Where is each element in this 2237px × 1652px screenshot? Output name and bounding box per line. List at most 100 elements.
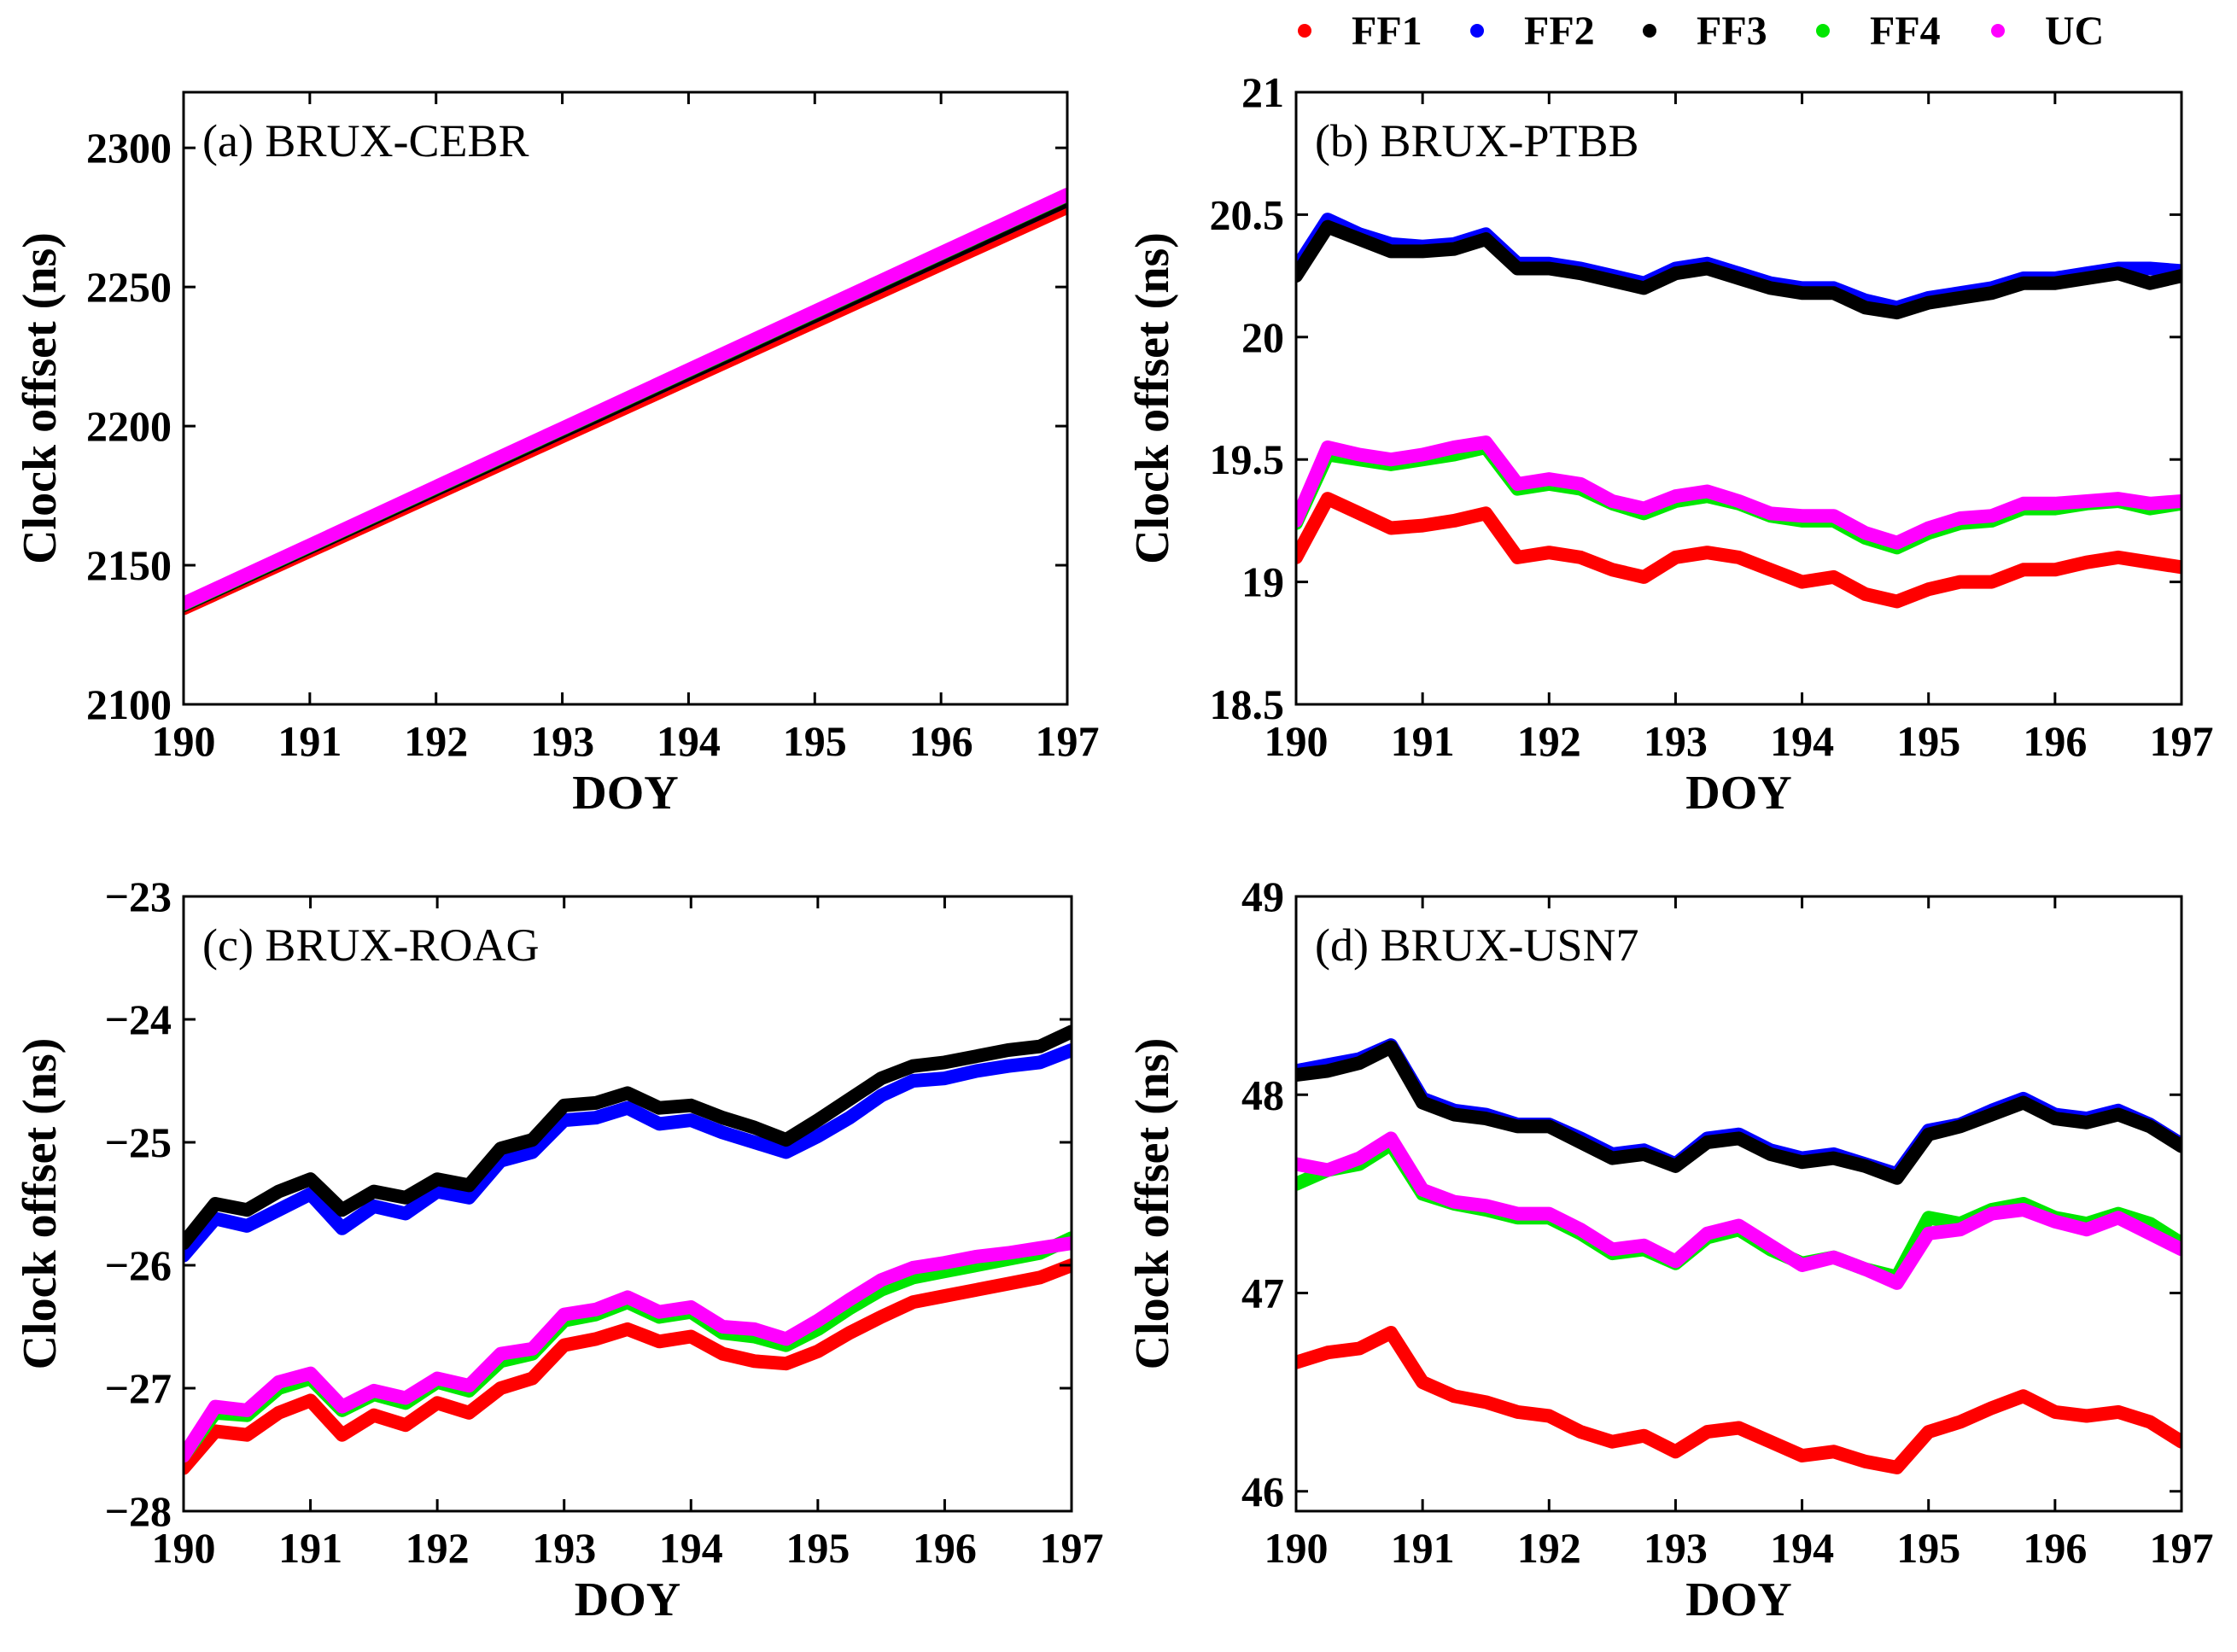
legend-entry-ff4: FF4 <box>1816 9 1941 54</box>
x-tick-label: 193 <box>530 717 594 765</box>
legend-entry-uc: UC <box>1991 9 2104 54</box>
series-line-ff3 <box>1296 219 2182 320</box>
panel-title: (b) BRUX-PTBB <box>1315 115 1639 166</box>
legend-entry-ff2: FF2 <box>1470 9 1595 54</box>
x-tick-label: 195 <box>783 717 847 765</box>
x-tick-label: 190 <box>1265 1524 1329 1572</box>
y-axis-title: Clock offset (ns) <box>14 1038 67 1370</box>
axes-box <box>182 90 1069 706</box>
x-tick-label: 196 <box>2023 1524 2087 1572</box>
panel-b: 190 191 192 193 194 195 196 197 18.5 19 19.5 20 20.5… <box>1126 68 2214 820</box>
y-tick-label: 2250 <box>86 263 172 311</box>
x-tick-label: 194 <box>1770 717 1834 765</box>
series-line-ff1 <box>184 1258 1072 1475</box>
y-tick-label: 20.5 <box>1210 190 1285 238</box>
series-line-ff1 <box>1296 492 2182 609</box>
y-tick-label: 48 <box>1241 1071 1284 1118</box>
legend-label-ff2: FF2 <box>1524 9 1595 54</box>
x-tick-label: 196 <box>2023 717 2087 765</box>
x-axis-title: DOY <box>575 1573 680 1626</box>
legend-label-ff1: FF1 <box>1352 9 1422 54</box>
x-tick-label: 197 <box>2150 717 2214 765</box>
y-tick-label: −24 <box>105 995 172 1043</box>
x-tick-label: 197 <box>2150 1524 2214 1572</box>
x-tick-label: 197 <box>1040 1524 1104 1572</box>
x-tick-label: 193 <box>532 1524 596 1572</box>
plot-area <box>1296 92 2182 704</box>
y-tick-label: 19.5 <box>1210 435 1285 483</box>
y-tick-label: 18.5 <box>1210 680 1285 728</box>
series-line-uc <box>184 187 1067 610</box>
legend-label-uc: UC <box>2045 9 2104 54</box>
axes-box <box>1294 895 2183 1513</box>
panels: 190 191 192 193 194 195 196 197 2100 2150 2200 2250… <box>14 68 2214 1626</box>
x-tick-label: 197 <box>1036 717 1100 765</box>
x-tick-label: 196 <box>909 717 973 765</box>
x-tick-label: 195 <box>1896 1524 1960 1572</box>
y-tick-label: 47 <box>1241 1270 1284 1317</box>
y-tick-label: 46 <box>1241 1468 1284 1515</box>
legend-label-ff3: FF3 <box>1697 9 1767 54</box>
axes-box <box>182 895 1073 1513</box>
series-group <box>1296 1038 2182 1474</box>
x-tick-label: 192 <box>406 1524 470 1572</box>
x-axis-title: DOY <box>1685 1573 1791 1626</box>
x-tick-label: 191 <box>278 1524 342 1572</box>
panel-c: 190 191 192 193 194 195 196 197 −28 −27 −26 −25 −24 −… <box>14 873 1104 1626</box>
panel-title: (d) BRUX-USN7 <box>1315 919 1639 971</box>
legend-entry-ff3: FF3 <box>1643 9 1767 54</box>
series-line-uc <box>184 1236 1072 1463</box>
y-tick-label: −26 <box>105 1241 172 1289</box>
x-tick-label: 190 <box>152 1524 216 1572</box>
x-tick-label: 194 <box>657 717 721 765</box>
x-tick-label: 196 <box>913 1524 977 1572</box>
x-tick-label: 191 <box>277 717 342 765</box>
x-tick-label: 193 <box>1644 717 1708 765</box>
series-line-ff3 <box>1296 1040 2182 1185</box>
x-tick-label: 195 <box>1896 717 1960 765</box>
panel-title: (a) BRUX-CEBR <box>202 115 529 166</box>
series-line-uc <box>1296 1131 2182 1290</box>
x-tick-label: 192 <box>404 717 468 765</box>
series-line-ff2 <box>184 1043 1072 1263</box>
series-line-ff3 <box>184 1024 1072 1251</box>
y-tick-label: 2300 <box>86 124 172 172</box>
y-tick-label: 2200 <box>86 402 172 450</box>
x-tick-label: 190 <box>152 717 216 765</box>
y-tick-label: −28 <box>105 1487 172 1535</box>
legend-entry-ff1: FF1 <box>1298 9 1422 54</box>
x-tick-label: 190 <box>1265 717 1329 765</box>
panel-title: (c) BRUX-ROAG <box>202 919 539 971</box>
x-tick-label: 195 <box>786 1524 850 1572</box>
legend-label-ff4: FF4 <box>1870 9 1941 54</box>
y-tick-label: 2150 <box>86 541 172 589</box>
legend: FF1 FF2 FF3 FF4 UC <box>1298 9 2104 54</box>
legend-marker-ff4 <box>1816 24 1830 38</box>
series-line-uc <box>1296 435 2182 550</box>
y-tick-label: 19 <box>1241 558 1284 606</box>
x-tick-label: 192 <box>1517 717 1581 765</box>
x-tick-label: 194 <box>659 1524 723 1572</box>
y-tick-label: −23 <box>105 873 172 920</box>
panel-a: 190 191 192 193 194 195 196 197 2100 2150 2200 2250… <box>14 90 1100 820</box>
legend-marker-ff1 <box>1298 24 1311 38</box>
x-tick-label: 193 <box>1644 1524 1708 1572</box>
legend-marker-uc <box>1991 24 2005 38</box>
x-tick-label: 191 <box>1391 717 1455 765</box>
y-tick-label: −25 <box>105 1118 172 1166</box>
series-group <box>184 1024 1072 1475</box>
y-tick-label: 20 <box>1241 313 1284 361</box>
x-tick-label: 191 <box>1391 1524 1455 1572</box>
y-tick-label: 2100 <box>86 680 172 728</box>
y-axis-title: Clock offset (ns) <box>14 232 67 564</box>
x-tick-label: 192 <box>1517 1524 1581 1572</box>
y-tick-label: 21 <box>1241 68 1284 116</box>
y-tick-label: −27 <box>105 1364 172 1412</box>
y-tick-label: 49 <box>1241 873 1284 920</box>
series-line-ff1 <box>1296 1326 2182 1474</box>
plot-area <box>1296 896 2182 1511</box>
series-group <box>1296 213 2182 609</box>
series-group <box>184 187 1067 616</box>
legend-marker-ff2 <box>1470 24 1484 38</box>
y-axis-title: Clock offset (ns) <box>1126 232 1179 564</box>
